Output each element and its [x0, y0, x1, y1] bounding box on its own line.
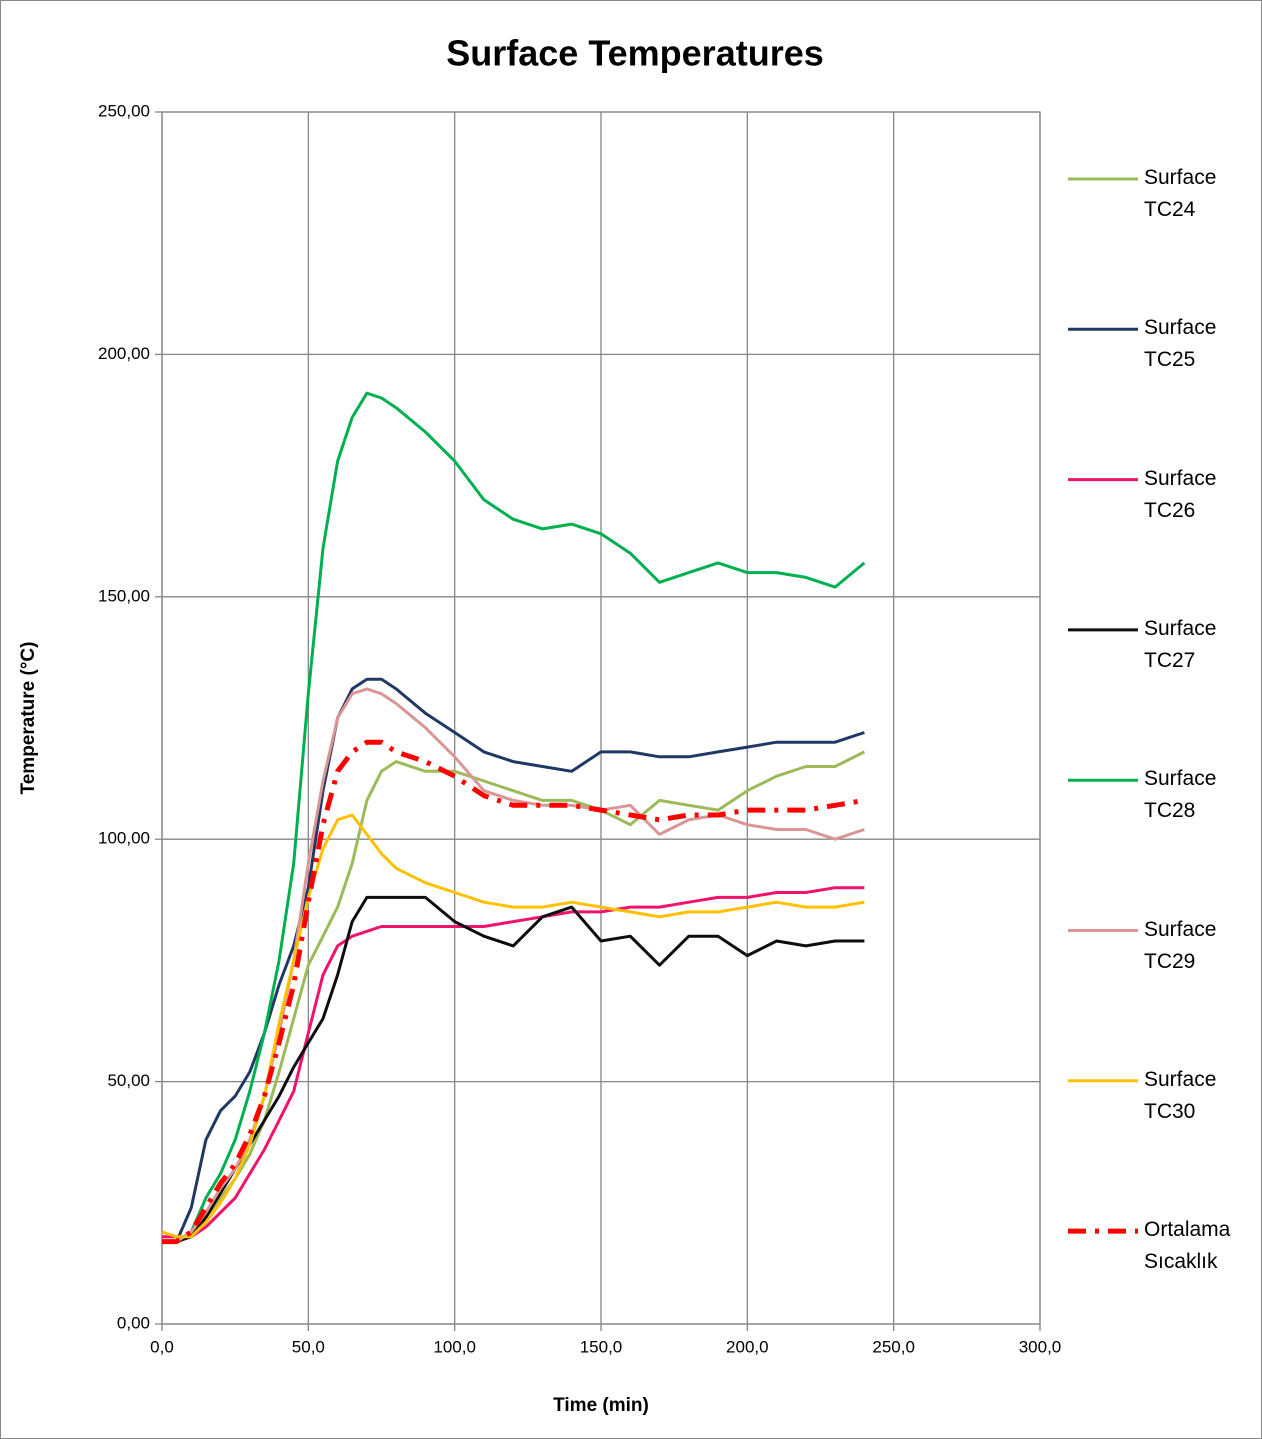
legend-label: Surface TC27 [1144, 616, 1217, 672]
legend-label: Surface TC24 [1144, 166, 1217, 221]
series-line [162, 739, 865, 1245]
series-line [162, 886, 865, 1239]
series-line [161, 813, 865, 1239]
x-tick-label: 0,0 [150, 1337, 174, 1356]
x-tick-label: 100,0 [433, 1337, 476, 1356]
y-tick-label: 150,00 [98, 586, 150, 605]
series-line [162, 391, 866, 1244]
chart-title: Surface Temperatures [446, 33, 824, 74]
series-line [162, 895, 865, 1244]
y-tick-label: 0,00 [117, 1313, 150, 1332]
y-tick-label: 100,00 [98, 829, 150, 848]
x-tick-label: 200,0 [726, 1337, 769, 1356]
series-line [162, 677, 865, 1244]
legend-label: Surface TC25 [1144, 316, 1217, 372]
x-tick-label: 50,0 [292, 1337, 325, 1356]
x-axis-title: Time (min) [553, 1395, 649, 1416]
x-tick-label: 150,0 [580, 1337, 623, 1356]
x-tick-label: 250,0 [872, 1337, 915, 1356]
legend-label: Surface TC30 [1144, 1067, 1217, 1123]
y-tick-label: 250,00 [98, 101, 150, 120]
legend-label: Surface TC26 [1144, 466, 1217, 522]
legend-label: Surface TC29 [1144, 917, 1217, 973]
y-tick-label: 200,00 [98, 344, 150, 363]
legend-label: Ortalama Sıcaklık [1144, 1218, 1231, 1274]
legend-label: Surface TC28 [1144, 767, 1217, 823]
x-tick-label: 300,0 [1019, 1337, 1062, 1356]
y-axis-title: Temperature (°C) [18, 642, 39, 795]
plot-frame [161, 111, 1041, 1325]
series-line [162, 687, 865, 1244]
y-tick-label: 50,00 [107, 1071, 150, 1090]
